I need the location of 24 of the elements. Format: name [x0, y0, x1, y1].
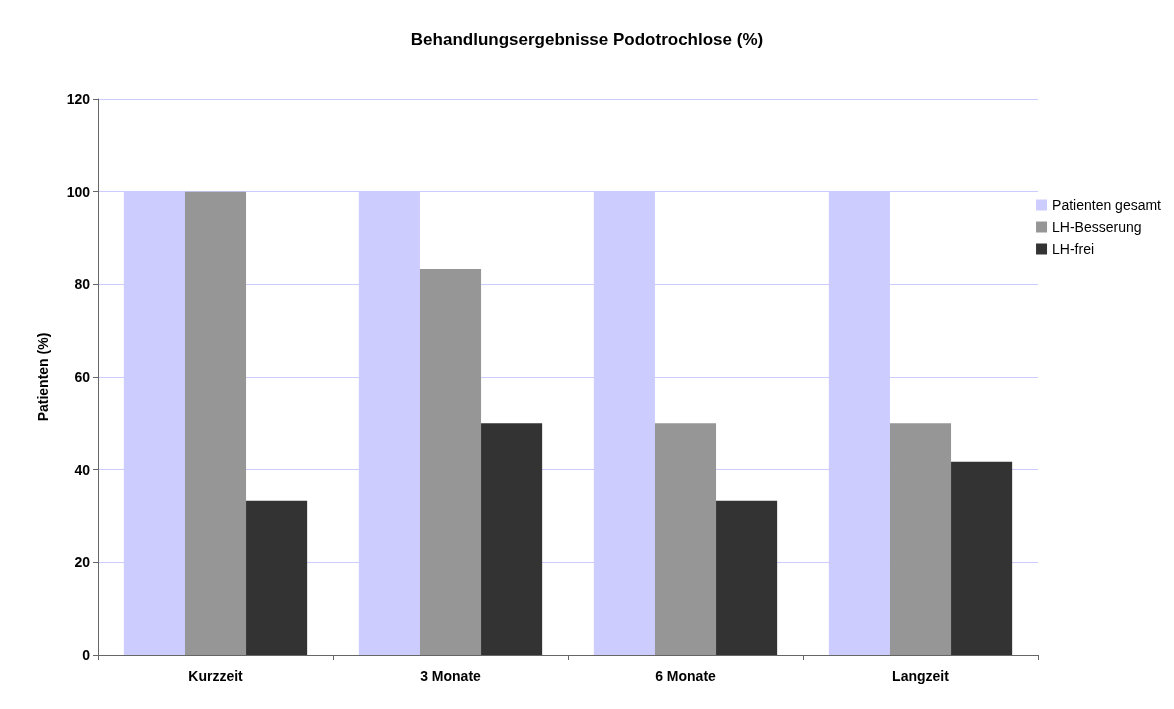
legend-label: Patienten gesamt — [1052, 197, 1162, 213]
legend-label: LH-Besserung — [1052, 219, 1142, 235]
y-tick-label: 40 — [74, 461, 91, 478]
x-tick-label: 6 Monate — [655, 668, 717, 684]
bar — [951, 461, 1013, 655]
x-tick-label: 3 Monate — [420, 668, 482, 684]
bar — [481, 423, 543, 655]
x-tick-label: Kurzzeit — [188, 668, 244, 684]
y-tick-label: 60 — [74, 369, 91, 385]
bar — [246, 500, 308, 655]
bar — [716, 500, 778, 655]
y-axis-title: Patienten (%) — [35, 332, 51, 422]
y-tick-label: 120 — [66, 91, 91, 107]
y-tick-label: 0 — [82, 647, 91, 663]
x-tick-label: Langzeit — [892, 668, 950, 684]
bar — [184, 191, 247, 655]
bar — [419, 269, 482, 655]
chart-title: Behandlungsergebnisse Podotrochlose (%) — [410, 30, 764, 49]
y-tick-label: 80 — [74, 276, 91, 293]
bar — [654, 423, 717, 655]
y-tick-label: 100 — [66, 183, 91, 200]
bar — [889, 423, 952, 655]
y-tick-label: 20 — [74, 554, 91, 571]
legend-label: LH-frei — [1052, 241, 1095, 257]
